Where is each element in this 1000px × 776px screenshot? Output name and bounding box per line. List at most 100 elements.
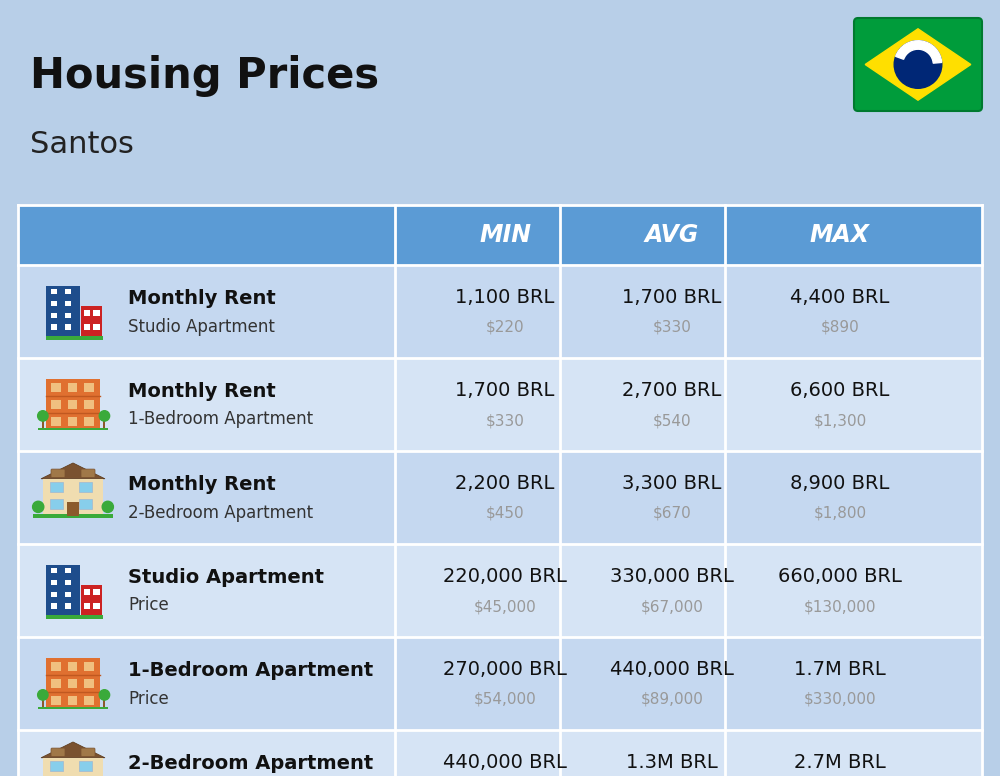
FancyBboxPatch shape [43, 479, 103, 516]
Circle shape [38, 690, 48, 700]
Text: $330,000: $330,000 [804, 692, 876, 707]
FancyBboxPatch shape [46, 286, 80, 340]
Text: $89,000: $89,000 [641, 692, 703, 707]
FancyBboxPatch shape [51, 604, 57, 609]
Text: 2,200 BRL: 2,200 BRL [455, 474, 555, 493]
FancyBboxPatch shape [68, 417, 77, 426]
Text: $54,000: $54,000 [474, 692, 536, 707]
FancyBboxPatch shape [38, 428, 108, 431]
Text: $1,800: $1,800 [813, 506, 867, 521]
FancyBboxPatch shape [68, 662, 77, 670]
Circle shape [99, 690, 110, 700]
FancyBboxPatch shape [46, 565, 80, 618]
Text: 6,600 BRL: 6,600 BRL [790, 381, 890, 400]
Text: 4,400 BRL: 4,400 BRL [790, 288, 890, 307]
Circle shape [99, 411, 110, 421]
FancyBboxPatch shape [51, 383, 61, 392]
Circle shape [102, 501, 113, 512]
FancyBboxPatch shape [81, 748, 95, 757]
FancyBboxPatch shape [84, 662, 94, 670]
Text: 1.7M BRL: 1.7M BRL [794, 660, 886, 679]
FancyBboxPatch shape [84, 400, 94, 409]
FancyBboxPatch shape [93, 310, 100, 316]
Text: Monthly Rent: Monthly Rent [128, 475, 276, 494]
Text: Housing Prices: Housing Prices [30, 55, 379, 97]
FancyBboxPatch shape [42, 420, 44, 428]
Text: $130,000: $130,000 [804, 599, 876, 614]
FancyBboxPatch shape [51, 469, 65, 477]
Text: $1,300: $1,300 [813, 413, 867, 428]
FancyBboxPatch shape [65, 580, 71, 585]
FancyBboxPatch shape [65, 324, 71, 330]
Text: 2.7M BRL: 2.7M BRL [794, 753, 886, 772]
Polygon shape [41, 742, 105, 758]
Circle shape [38, 411, 48, 421]
FancyBboxPatch shape [103, 420, 105, 428]
Text: Monthly Rent: Monthly Rent [128, 289, 276, 308]
Text: Santos: Santos [30, 130, 134, 159]
FancyBboxPatch shape [51, 591, 57, 597]
Text: $450: $450 [486, 506, 524, 521]
FancyBboxPatch shape [18, 637, 982, 730]
FancyBboxPatch shape [51, 300, 57, 307]
Text: MIN: MIN [479, 223, 531, 247]
Text: 8,900 BRL: 8,900 BRL [790, 474, 890, 493]
FancyBboxPatch shape [51, 289, 57, 294]
FancyBboxPatch shape [68, 696, 77, 705]
Text: 1,700 BRL: 1,700 BRL [455, 381, 555, 400]
FancyBboxPatch shape [84, 310, 90, 316]
Text: MAX: MAX [810, 223, 870, 247]
Polygon shape [41, 463, 105, 479]
FancyBboxPatch shape [68, 679, 77, 688]
Text: 2-Bedroom Apartment: 2-Bedroom Apartment [128, 504, 313, 521]
FancyBboxPatch shape [93, 324, 100, 330]
FancyBboxPatch shape [42, 699, 44, 707]
Text: 2,700 BRL: 2,700 BRL [622, 381, 722, 400]
FancyBboxPatch shape [43, 758, 103, 776]
FancyBboxPatch shape [84, 679, 94, 688]
FancyBboxPatch shape [65, 289, 71, 294]
Text: 220,000 BRL: 220,000 BRL [443, 567, 567, 586]
FancyBboxPatch shape [51, 696, 61, 705]
Text: Studio Apartment: Studio Apartment [128, 317, 275, 335]
Text: $540: $540 [653, 413, 691, 428]
Text: 1-Bedroom Apartment: 1-Bedroom Apartment [128, 411, 313, 428]
FancyBboxPatch shape [51, 568, 57, 573]
Text: $330: $330 [486, 413, 524, 428]
FancyBboxPatch shape [854, 18, 982, 111]
Text: 270,000 BRL: 270,000 BRL [443, 660, 567, 679]
FancyBboxPatch shape [51, 400, 61, 409]
FancyBboxPatch shape [84, 589, 90, 594]
Text: 1-Bedroom Apartment: 1-Bedroom Apartment [128, 661, 373, 680]
Text: Price: Price [128, 597, 169, 615]
FancyBboxPatch shape [93, 603, 100, 608]
FancyBboxPatch shape [46, 335, 103, 340]
FancyBboxPatch shape [51, 748, 65, 757]
FancyBboxPatch shape [81, 585, 102, 618]
Text: AVG: AVG [645, 223, 699, 247]
Text: Monthly Rent: Monthly Rent [128, 382, 276, 401]
FancyBboxPatch shape [46, 615, 103, 618]
FancyBboxPatch shape [50, 499, 63, 509]
FancyBboxPatch shape [67, 502, 79, 516]
FancyBboxPatch shape [84, 696, 94, 705]
FancyBboxPatch shape [18, 730, 982, 776]
FancyBboxPatch shape [103, 699, 105, 707]
FancyBboxPatch shape [38, 706, 108, 709]
FancyBboxPatch shape [46, 379, 100, 431]
FancyBboxPatch shape [84, 383, 94, 392]
Circle shape [894, 40, 942, 88]
Text: Price: Price [128, 690, 169, 708]
FancyBboxPatch shape [79, 760, 92, 771]
FancyBboxPatch shape [33, 514, 113, 518]
Text: 660,000 BRL: 660,000 BRL [778, 567, 902, 586]
Text: 1,100 BRL: 1,100 BRL [455, 288, 555, 307]
FancyBboxPatch shape [50, 482, 63, 492]
Text: $670: $670 [653, 506, 691, 521]
FancyBboxPatch shape [84, 324, 90, 330]
FancyBboxPatch shape [18, 544, 982, 637]
FancyBboxPatch shape [65, 604, 71, 609]
Text: 1,700 BRL: 1,700 BRL [622, 288, 722, 307]
FancyBboxPatch shape [79, 482, 92, 492]
FancyBboxPatch shape [18, 205, 982, 265]
